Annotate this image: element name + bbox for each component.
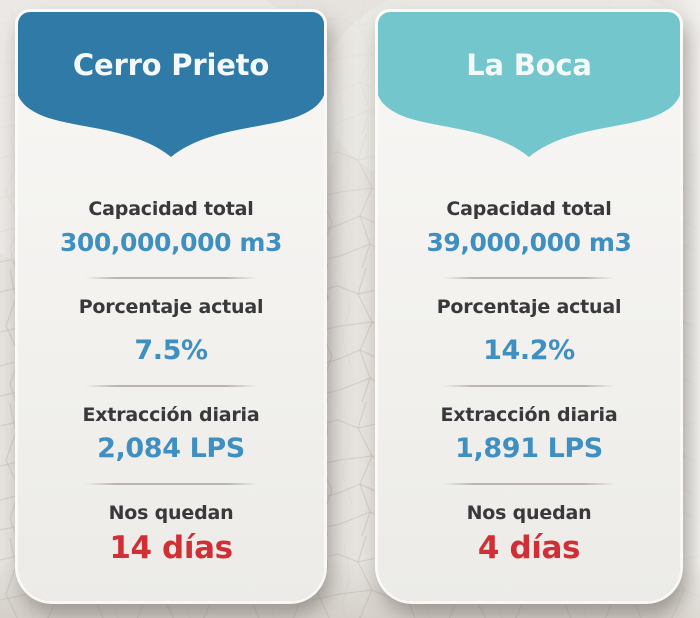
stat-divider <box>85 277 257 279</box>
stat-value: 7.5% <box>134 335 208 366</box>
stat-label: Extracción diaria <box>440 404 618 426</box>
stat-porcentaje-actual: Porcentaje actual 14.2% <box>378 296 680 368</box>
banner-ribbon-shape <box>378 12 680 157</box>
card-header-banner: Cerro Prieto <box>18 12 324 160</box>
stat-value-days-left: 14 días <box>109 530 233 566</box>
stat-label: Extracción diaria <box>82 404 260 426</box>
dam-card-cerro-prieto: Cerro Prieto Capacidad total 300,000,000… <box>18 12 324 601</box>
stat-label: Porcentaje actual <box>436 296 622 318</box>
stat-label: Porcentaje actual <box>78 296 264 318</box>
stat-divider <box>85 385 257 387</box>
stat-divider <box>443 385 615 387</box>
card-stats: Capacidad total 39,000,000 m3 Porcentaje… <box>378 160 680 567</box>
stat-divider <box>85 483 257 485</box>
stat-porcentaje-actual: Porcentaje actual 7.5% <box>18 296 324 368</box>
stat-label: Nos quedan <box>108 502 234 524</box>
stat-capacidad-total: Capacidad total 39,000,000 m3 <box>378 198 680 260</box>
card-stats: Capacidad total 300,000,000 m3 Porcentaj… <box>18 160 324 567</box>
stat-value: 14.2% <box>483 335 575 366</box>
stat-label: Capacidad total <box>88 198 254 220</box>
stat-divider <box>443 277 615 279</box>
card-header-banner: La Boca <box>378 12 680 160</box>
stat-label: Nos quedan <box>466 502 592 524</box>
stat-value: 1,891 LPS <box>455 433 603 464</box>
stat-extraccion-diaria: Extracción diaria 1,891 LPS <box>378 404 680 466</box>
stat-capacidad-total: Capacidad total 300,000,000 m3 <box>18 198 324 260</box>
stat-value-days-left: 4 días <box>477 530 581 566</box>
dam-name-title: Cerro Prieto <box>72 48 270 82</box>
stat-divider <box>443 483 615 485</box>
stat-value: 300,000,000 m3 <box>59 228 283 257</box>
stat-dias-restantes: Nos quedan 4 días <box>378 502 680 567</box>
stat-dias-restantes: Nos quedan 14 días <box>18 502 324 567</box>
stat-value: 2,084 LPS <box>97 433 245 464</box>
stat-extraccion-diaria: Extracción diaria 2,084 LPS <box>18 404 324 466</box>
stat-value: 39,000,000 m3 <box>426 228 632 257</box>
stat-label: Capacidad total <box>446 198 612 220</box>
dam-card-la-boca: La Boca Capacidad total 39,000,000 m3 Po… <box>378 12 680 601</box>
banner-ribbon-shape <box>18 12 324 157</box>
dam-name-title: La Boca <box>466 48 592 82</box>
